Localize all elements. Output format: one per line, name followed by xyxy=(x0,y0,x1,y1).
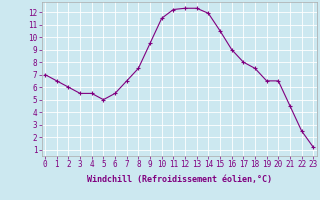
X-axis label: Windchill (Refroidissement éolien,°C): Windchill (Refroidissement éolien,°C) xyxy=(87,175,272,184)
